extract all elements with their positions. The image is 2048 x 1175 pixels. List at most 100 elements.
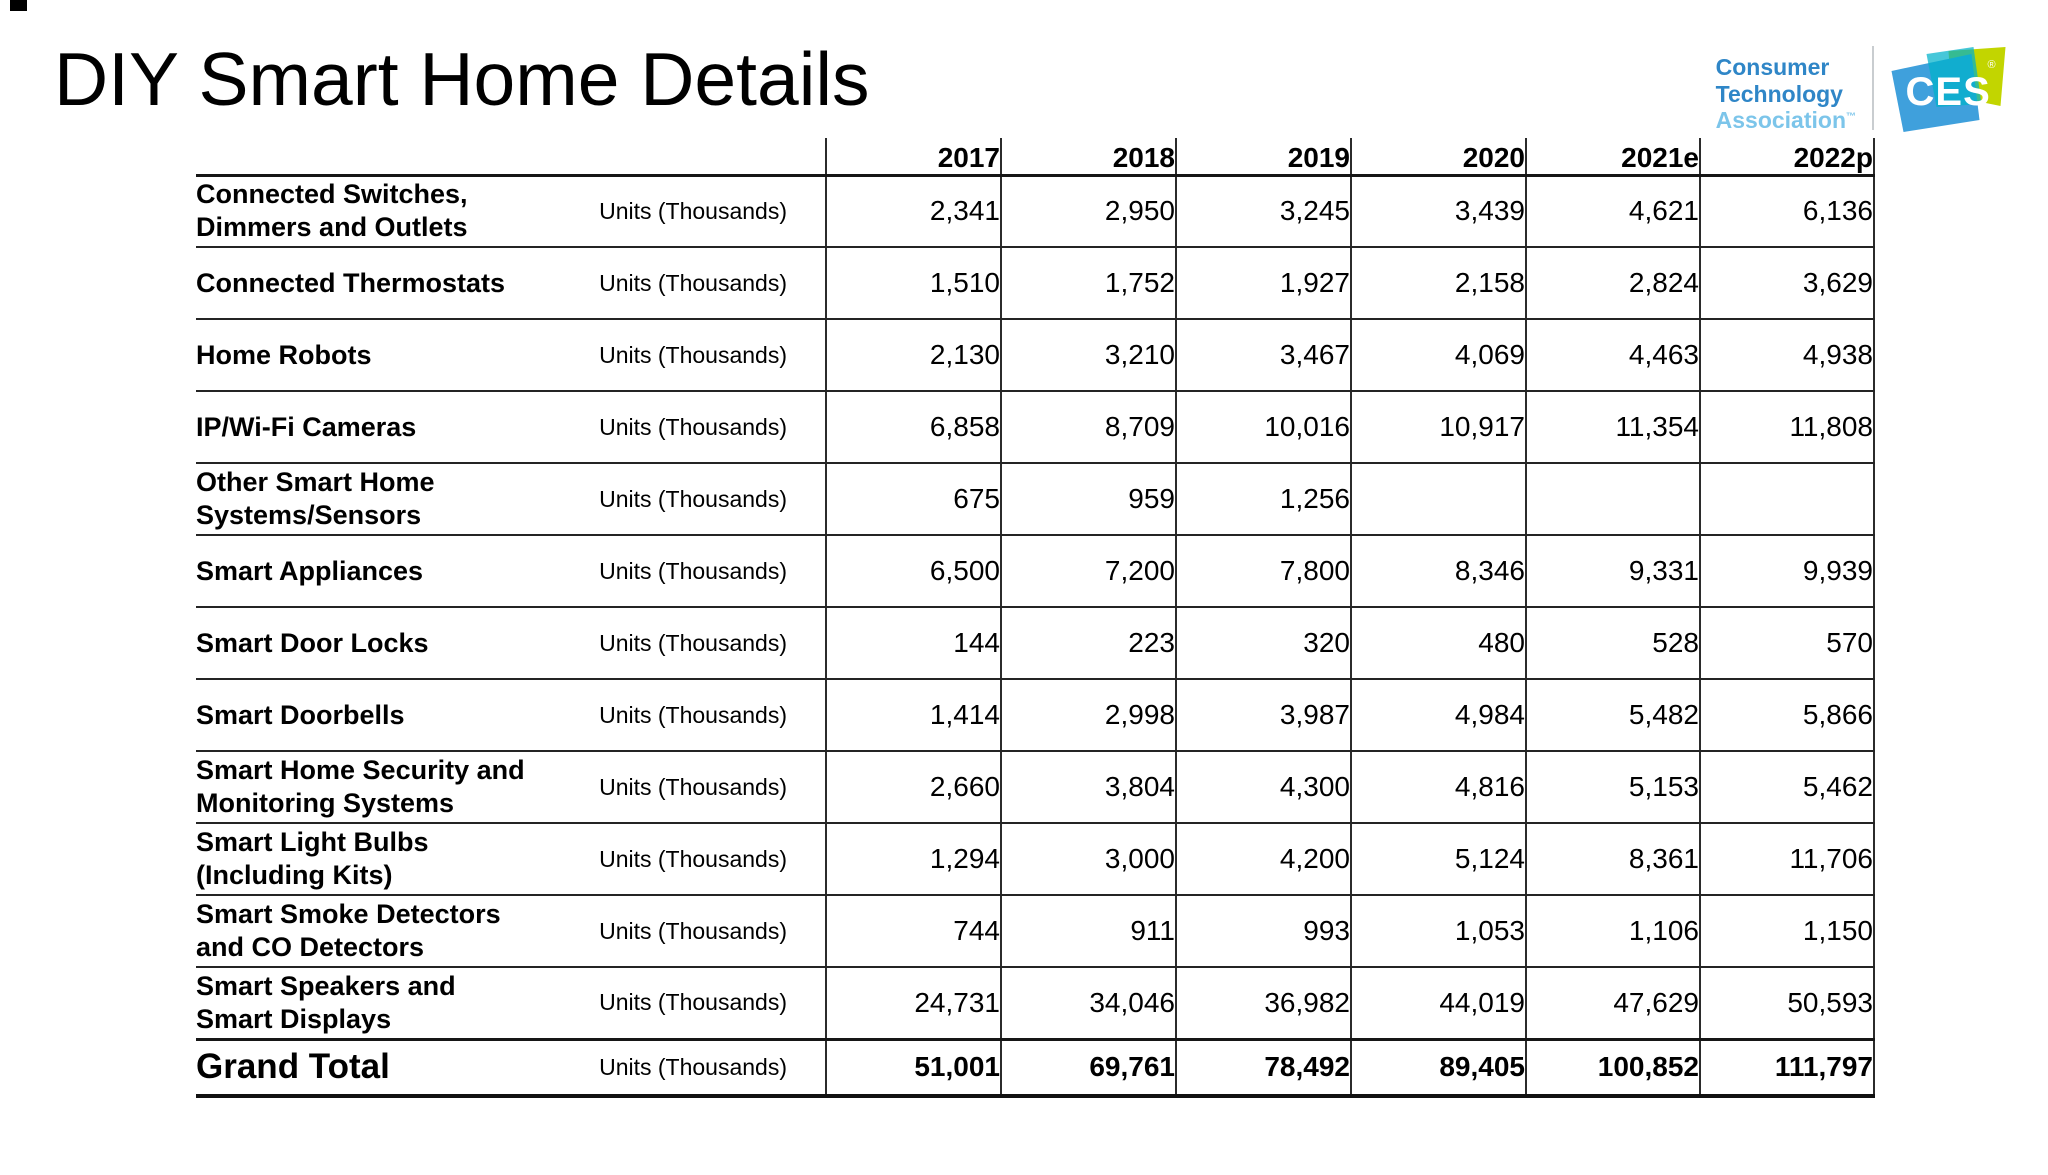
value-cell: 993: [1175, 895, 1351, 968]
value-cell: 223: [1000, 607, 1176, 680]
value-cell: 6,136: [1699, 175, 1875, 248]
row-label: Smart Door Locks: [196, 627, 429, 658]
value-cell: 4,621: [1525, 175, 1700, 248]
unit-label: Units (Thousands): [599, 629, 787, 656]
value-cell: 3,804: [1000, 751, 1176, 824]
value-cell: 5,153: [1525, 751, 1700, 824]
grand-total-cell: 111,797: [1699, 1037, 1875, 1098]
branding-block: Consumer Technology Association™ CES ®: [1716, 44, 2018, 134]
year-header: 2022p: [1699, 138, 1875, 177]
value-cell: 11,808: [1699, 391, 1875, 464]
value-cell: 4,984: [1350, 679, 1526, 752]
unit-label: Units (Thousands): [599, 701, 787, 728]
value-cell: 2,824: [1525, 247, 1700, 320]
value-cell: 144: [825, 607, 1001, 680]
value-cell: 5,124: [1350, 823, 1526, 896]
value-cell: 9,331: [1525, 535, 1700, 608]
grand-total-cell: 51,001: [825, 1037, 1001, 1098]
table-row: Smart Smoke Detectors and CO Detectors U…: [196, 895, 1875, 968]
value-cell: 2,998: [1000, 679, 1176, 752]
ces-logo-teal-shape: [1926, 47, 1982, 107]
value-cell: 3,629: [1699, 247, 1875, 320]
trademark-symbol: ™: [1846, 111, 1856, 123]
value-cell: 2,158: [1350, 247, 1526, 320]
row-label: Home Robots: [196, 339, 372, 370]
unit-label: Units (Thousands): [599, 917, 787, 944]
value-cell: 320: [1175, 607, 1351, 680]
ces-logo: CES ®: [1891, 47, 2006, 132]
value-cell: 24,731: [825, 967, 1001, 1040]
value-cell: 744: [825, 895, 1001, 968]
unit-label: Units (Thousands): [599, 197, 787, 224]
value-cell: 1,256: [1175, 463, 1351, 536]
grand-total-cell: 100,852: [1525, 1037, 1700, 1098]
value-cell: 9,939: [1699, 535, 1875, 608]
value-cell: 47,629: [1525, 967, 1700, 1040]
value-cell: 1,294: [825, 823, 1001, 896]
page-title: DIY Smart Home Details: [54, 37, 870, 121]
value-cell: 4,463: [1525, 319, 1700, 392]
row-label: Smart Speakers and Smart Displays: [196, 970, 456, 1034]
table-header-row: 2017 2018 2019 2020 2021e 2022p: [196, 138, 1875, 177]
table-row: Home Robots Units (Thousands) 2,130 3,21…: [196, 319, 1875, 392]
brand-divider: [1872, 46, 1874, 130]
value-cell: 1,053: [1350, 895, 1526, 968]
value-cell: 34,046: [1000, 967, 1176, 1040]
value-cell: 8,709: [1000, 391, 1176, 464]
data-table: 2017 2018 2019 2020 2021e 2022p Connecte…: [196, 138, 1875, 1098]
value-cell: 5,482: [1525, 679, 1700, 752]
row-label: Smart Home Security and Monitoring Syste…: [196, 755, 525, 818]
value-cell: 1,752: [1000, 247, 1176, 320]
grand-total-label: Grand Total: [196, 1046, 390, 1086]
value-cell: 1,414: [825, 679, 1001, 752]
value-cell: 528: [1525, 607, 1700, 680]
unit-label: Units (Thousands): [599, 485, 787, 512]
value-cell: 2,660: [825, 751, 1001, 824]
value-cell: 675: [825, 463, 1001, 536]
value-cell: [1350, 463, 1526, 536]
table-row: Smart Speakers and Smart Displays Units …: [196, 967, 1875, 1040]
value-cell: 5,462: [1699, 751, 1875, 824]
row-label: Smart Smoke Detectors and CO Detectors: [196, 899, 501, 962]
year-header: 2017: [825, 138, 1001, 177]
unit-label: Units (Thousands): [599, 989, 787, 1016]
year-header: 2018: [1000, 138, 1176, 177]
table-row: Smart Light Bulbs (Including Kits) Units…: [196, 823, 1875, 896]
cta-logo: Consumer Technology Association™: [1716, 44, 1856, 134]
value-cell: [1525, 463, 1700, 536]
unit-label: Units (Thousands): [599, 413, 787, 440]
value-cell: 8,361: [1525, 823, 1700, 896]
year-header: 2019: [1175, 138, 1351, 177]
value-cell: 7,800: [1175, 535, 1351, 608]
table-row: Smart Doorbells Units (Thousands) 1,414 …: [196, 679, 1875, 752]
table-row: Smart Appliances Units (Thousands) 6,500…: [196, 535, 1875, 608]
grand-total-row: Grand Total Units (Thousands) 51,001 69,…: [196, 1037, 1875, 1098]
value-cell: 3,987: [1175, 679, 1351, 752]
unit-label: Units (Thousands): [599, 341, 787, 368]
value-cell: 10,917: [1350, 391, 1526, 464]
value-cell: 570: [1699, 607, 1875, 680]
row-label: Connected Switches, Dimmers and Outlets: [196, 179, 468, 243]
row-label: Other Smart Home Systems/Sensors: [196, 467, 435, 530]
value-cell: 8,346: [1350, 535, 1526, 608]
table-row: Smart Home Security and Monitoring Syste…: [196, 751, 1875, 824]
value-cell: 6,858: [825, 391, 1001, 464]
row-label: Smart Doorbells: [196, 699, 405, 730]
registered-symbol: ®: [1988, 59, 1996, 71]
value-cell: 2,341: [825, 175, 1001, 248]
value-cell: 3,210: [1000, 319, 1176, 392]
year-header: 2021e: [1525, 138, 1700, 177]
unit-label: Units (Thousands): [599, 557, 787, 584]
grand-total-cell: 69,761: [1000, 1037, 1176, 1098]
value-cell: 3,245: [1175, 175, 1351, 248]
header-empty-cell: [196, 138, 826, 177]
value-cell: 5,866: [1699, 679, 1875, 752]
cta-logo-line: Technology: [1715, 80, 1843, 107]
value-cell: 1,106: [1525, 895, 1700, 968]
value-cell: 11,354: [1525, 391, 1700, 464]
value-cell: 4,300: [1175, 751, 1351, 824]
value-cell: 4,816: [1350, 751, 1526, 824]
row-label: Smart Light Bulbs (Including Kits): [196, 827, 429, 890]
unit-label: Units (Thousands): [599, 1053, 787, 1080]
value-cell: 50,593: [1699, 967, 1875, 1040]
